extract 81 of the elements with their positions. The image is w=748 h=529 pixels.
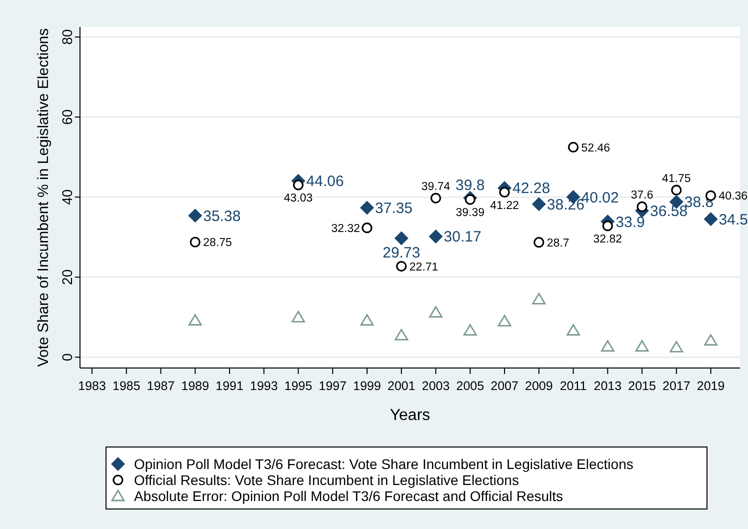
- point: [429, 306, 442, 318]
- point: [428, 229, 443, 244]
- x-tick-label: 2001: [388, 379, 416, 393]
- point: [499, 186, 510, 198]
- x-tick-label: 1999: [353, 379, 381, 393]
- x-tick-label: 2009: [525, 379, 553, 393]
- data-label: 32.32: [331, 222, 360, 235]
- data-label: 33.9: [616, 214, 645, 231]
- point: [636, 201, 648, 212]
- legend-label: Official Results: Vote Share Incumbent in Legislative Elections: [134, 472, 519, 488]
- point: [360, 314, 374, 326]
- y-tick-label: 80: [59, 29, 75, 45]
- data-label: 41.22: [490, 200, 519, 212]
- point: [362, 222, 372, 234]
- point: [188, 314, 202, 326]
- point: [360, 200, 374, 215]
- point: [568, 142, 579, 153]
- point: [532, 292, 546, 304]
- x-tick-label: 2017: [662, 379, 690, 393]
- point: [394, 328, 408, 340]
- point: [498, 314, 512, 326]
- data-label: 28.7: [546, 237, 570, 250]
- point: [463, 324, 477, 336]
- data-label: 28.75: [203, 237, 232, 250]
- point: [190, 236, 200, 248]
- point: [534, 237, 544, 248]
- point: [292, 180, 304, 190]
- data-label: 35.38: [203, 208, 241, 225]
- data-label: 37.35: [375, 200, 413, 217]
- data-label: 52.46: [581, 142, 610, 154]
- x-tick-label: 1995: [284, 379, 312, 393]
- y-tick-label: 60: [59, 109, 75, 125]
- point: [635, 340, 649, 352]
- point: [600, 340, 614, 352]
- data-label: 30.17: [444, 228, 482, 246]
- data-label: 22.71: [409, 261, 438, 274]
- x-tick-label: 1997: [318, 379, 347, 393]
- point: [430, 192, 442, 204]
- x-axis-title: Years: [390, 407, 430, 424]
- data-label: 41.75: [662, 173, 691, 186]
- data-label: 42.28: [512, 180, 550, 198]
- x-tick-label: 1987: [146, 379, 175, 393]
- point: [671, 184, 682, 196]
- data-label: 44.06: [306, 173, 344, 190]
- x-tick-label: 2003: [422, 379, 450, 393]
- point: [704, 212, 718, 226]
- legend-label: Opinion Poll Model T3/6 Forecast: Vote Share Incumbent in Legislative Elections: [134, 456, 634, 472]
- x-tick-label: 1989: [181, 379, 210, 393]
- data-label: 32.82: [593, 233, 622, 246]
- y-tick-label: 40: [59, 189, 75, 205]
- x-tick-label: 2011: [560, 379, 587, 393]
- x-tick-label: 1991: [216, 379, 244, 393]
- x-tick-label: 2019: [696, 379, 725, 393]
- y-axis-title: Vote Share of Incumbent % in Legislative Elections: [35, 28, 52, 367]
- data-label: 29.73: [382, 244, 420, 262]
- point: [670, 340, 684, 352]
- legend-label: Absolute Error: Opinion Poll Model T3/6 Forecast and Official Results: [134, 488, 564, 504]
- point: [396, 261, 407, 272]
- x-tick-label: 1993: [250, 379, 278, 393]
- x-tick-label: 1983: [78, 379, 106, 393]
- x-tick-label: 1985: [112, 379, 140, 393]
- data-label: 39.39: [456, 207, 485, 220]
- data-label: 37.6: [630, 190, 654, 202]
- point: [394, 231, 408, 246]
- data-label: 39.8: [456, 176, 485, 194]
- data-label: 34.5: [718, 211, 748, 228]
- x-tick-label: 2013: [594, 379, 622, 393]
- x-tick-label: 2005: [456, 379, 484, 393]
- point: [566, 324, 580, 336]
- data-label: 40.36: [718, 190, 748, 203]
- data-label: 39.74: [421, 181, 451, 194]
- point: [532, 197, 546, 212]
- x-tick-label: 2015: [628, 379, 656, 393]
- data-label: 43.03: [284, 192, 313, 205]
- y-tick-label: 0: [59, 353, 75, 362]
- point: [292, 310, 305, 322]
- point: [704, 334, 718, 346]
- y-tick-label: 20: [59, 269, 75, 285]
- x-tick-label: 2007: [490, 379, 518, 393]
- point: [188, 208, 202, 223]
- point: [602, 220, 613, 232]
